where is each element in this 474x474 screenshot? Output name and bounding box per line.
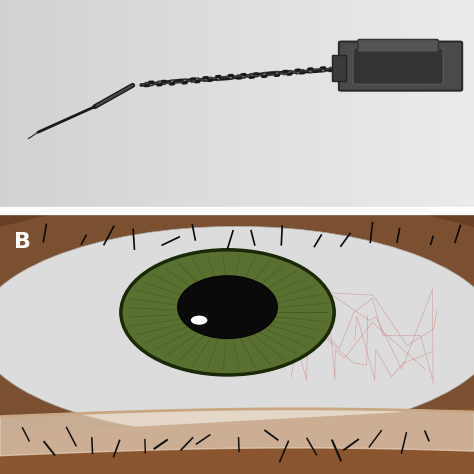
Ellipse shape: [178, 276, 277, 338]
Text: B: B: [14, 231, 31, 252]
FancyBboxPatch shape: [353, 48, 443, 84]
Polygon shape: [0, 409, 474, 456]
Ellipse shape: [121, 250, 334, 375]
FancyBboxPatch shape: [358, 39, 438, 52]
Ellipse shape: [191, 316, 208, 325]
Ellipse shape: [0, 226, 474, 435]
Bar: [332, 55, 346, 81]
Polygon shape: [0, 409, 474, 474]
FancyBboxPatch shape: [339, 42, 462, 91]
